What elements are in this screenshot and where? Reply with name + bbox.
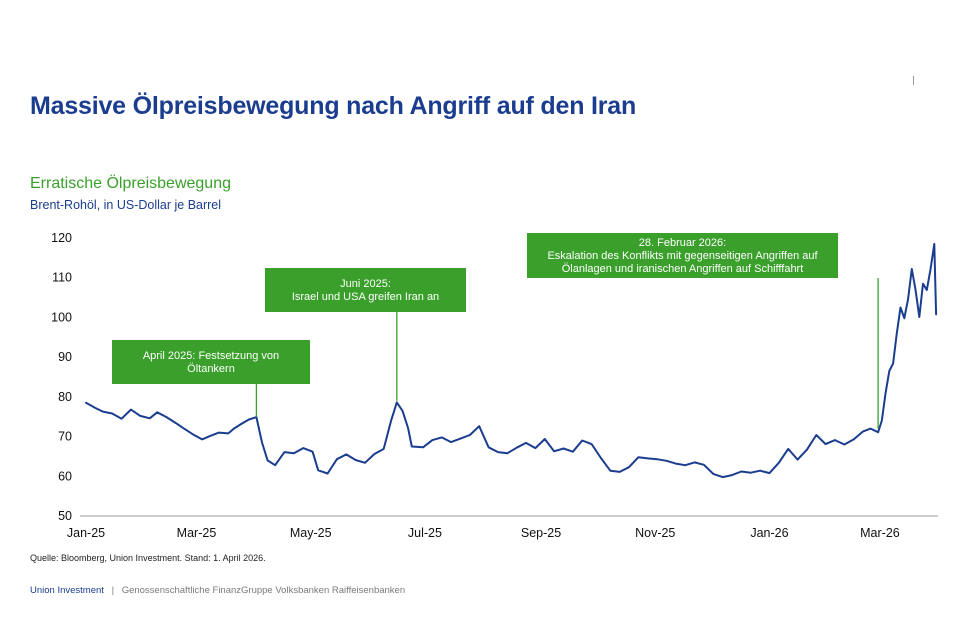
chart-title: Erratische Ölpreisbewegung xyxy=(30,175,231,192)
brent-price-line xyxy=(85,243,938,479)
x-tick-label: May-25 xyxy=(290,526,332,540)
y-tick-label: 100 xyxy=(51,310,72,324)
top-divider-mark xyxy=(913,76,914,85)
footer-brand: Union Investment xyxy=(30,585,104,596)
annotation-box xyxy=(527,233,838,278)
source-note: Quelle: Bloomberg, Union Investment. Sta… xyxy=(30,553,266,563)
y-tick-label: 90 xyxy=(58,350,72,364)
x-tick-label: Mar-26 xyxy=(860,526,900,540)
chart-subtitle: Brent-Rohöl, in US-Dollar je Barrel xyxy=(30,198,222,212)
x-tick-label: Nov-25 xyxy=(635,526,675,540)
y-tick-label: 70 xyxy=(58,430,72,444)
annotation-text: Eskalation des Konflikts mit gegenseitig… xyxy=(547,250,818,262)
y-tick-label: 110 xyxy=(52,271,72,285)
y-tick-label: 60 xyxy=(58,469,72,483)
annotation-text: Juni 2025: xyxy=(340,278,391,290)
x-tick-label: Jan-26 xyxy=(750,526,788,540)
y-tick-label: 80 xyxy=(58,390,72,404)
x-tick-label: Sep-25 xyxy=(521,526,561,540)
annotation-text: April 2025: Festsetzung von xyxy=(143,350,279,362)
annotation-box xyxy=(112,340,310,384)
annotation-box xyxy=(265,268,466,312)
annotation-text: Israel und USA greifen Iran an xyxy=(292,291,439,303)
annotation-text: 28. Februar 2026: xyxy=(639,237,726,249)
y-tick-label: 50 xyxy=(58,509,72,523)
footer: Union Investment | Genossenschaftliche F… xyxy=(30,585,405,596)
footer-separator: | xyxy=(111,585,115,596)
footer-text: Genossenschaftliche FinanzGruppe Volksba… xyxy=(121,585,406,596)
annotation-text: Öltankern xyxy=(187,363,235,375)
x-tick-label: Mar-25 xyxy=(177,526,217,540)
x-tick-label: Jan-25 xyxy=(67,526,105,540)
x-tick-label: Jul-25 xyxy=(408,526,442,540)
y-tick-label: 120 xyxy=(51,231,72,245)
annotation-text: Ölanlagen und iranischen Angriffen auf S… xyxy=(562,263,804,275)
page-title: Massive Ölpreisbewegung nach Angriff auf… xyxy=(30,92,637,120)
